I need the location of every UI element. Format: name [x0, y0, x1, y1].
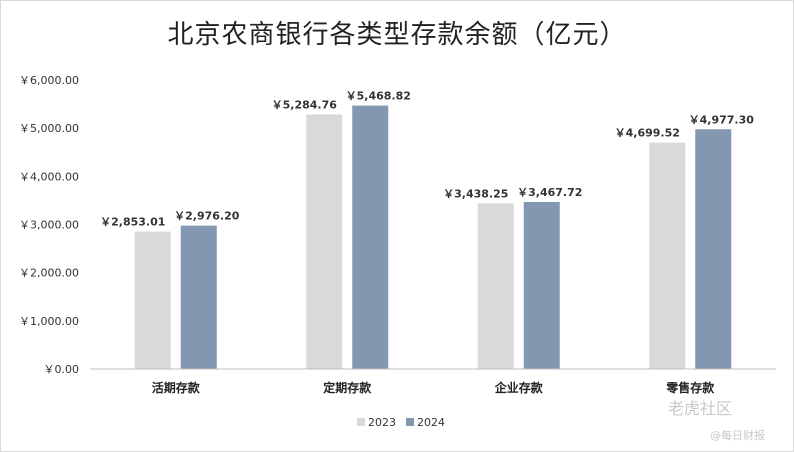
y-tick-label: ￥6,000.00: [19, 74, 79, 87]
data-label: ￥3,438.25: [443, 187, 508, 200]
data-labels: ￥2,853.01 ￥2,976.20 ￥5,284.76 ￥5,468.82 ￥3,4…: [100, 90, 754, 229]
x-tick-label: 零售存款: [665, 380, 715, 395]
bar-2023-3: [477, 203, 514, 369]
bar-2023-1: [134, 231, 171, 369]
y-tick-label: ￥0.00: [44, 363, 80, 376]
watermark-main: 老虎社区: [668, 399, 732, 418]
bar-2024-2: [352, 105, 389, 369]
legend-swatch: [357, 418, 365, 426]
watermark-sub: @每日财报: [710, 428, 765, 442]
bar-2024-3: [523, 201, 560, 369]
legend-label: 2023: [368, 416, 396, 429]
y-tick-label: ￥5,000.00: [19, 122, 79, 135]
legend-swatch: [406, 418, 414, 426]
data-label: ￥4,699.52: [615, 127, 680, 140]
y-tick-label: ￥4,000.00: [19, 170, 79, 183]
legend-label: 2024: [417, 416, 445, 429]
y-axis: ￥0.00 ￥1,000.00 ￥2,000.00 ￥3,000.00 ￥4,000.0…: [19, 74, 79, 376]
data-label: ￥5,468.82: [346, 90, 411, 103]
bar-2024-1: [180, 225, 217, 369]
bar-2023-4: [649, 142, 686, 369]
chart-title: 北京农商银行各类型存款余额（亿元）: [167, 20, 627, 50]
data-label: ￥2,976.20: [174, 210, 240, 223]
x-tick-label: 定期存款: [323, 380, 372, 395]
category-labels: 活期存款 定期存款 企业存款 零售存款: [152, 380, 716, 395]
x-tick-label: 企业存款: [494, 380, 544, 395]
legend: 2023 2024: [357, 416, 445, 429]
bar-2024-4: [695, 129, 732, 369]
y-tick-label: ￥2,000.00: [19, 267, 79, 280]
y-tick-label: ￥3,000.00: [19, 219, 79, 232]
watermark: 老虎社区 @每日财报: [668, 399, 765, 442]
x-tick-label: 活期存款: [152, 380, 201, 395]
bars: [134, 105, 732, 369]
data-label: ￥4,977.30: [689, 113, 755, 126]
data-label: ￥5,284.76: [272, 98, 338, 111]
bar-2023-2: [306, 114, 343, 369]
y-tick-label: ￥1,000.00: [19, 315, 79, 328]
data-label: ￥3,467.72: [517, 186, 582, 199]
data-label: ￥2,853.01: [100, 216, 165, 229]
